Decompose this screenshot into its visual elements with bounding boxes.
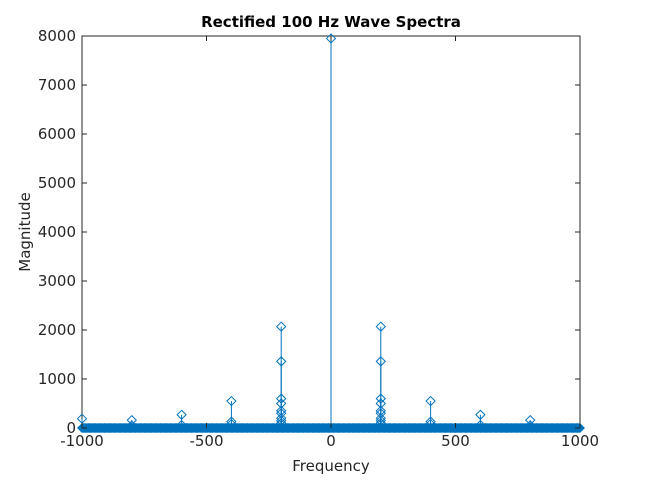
stem-marker (375, 417, 387, 429)
x-axis: -1000 -500 0 500 1000 (60, 36, 599, 450)
y-tick-label: 1000 (38, 370, 76, 388)
stem-marker (475, 409, 486, 420)
stem-marker (375, 356, 387, 367)
x-tick-label: 1000 (561, 432, 599, 450)
y-tick-label: 6000 (38, 125, 76, 143)
y-tick-label: 4000 (38, 223, 76, 241)
stem-marker (275, 356, 287, 367)
x-tick-label: -1000 (60, 432, 104, 450)
stem-marker (375, 321, 387, 332)
stem-marker (425, 395, 436, 407)
y-tick-label: 0 (66, 419, 76, 437)
y-axis: 0 1000 2000 3000 4000 5000 6000 7000 8000 (38, 27, 580, 437)
stem-series (76, 33, 585, 433)
stem-marker (226, 395, 237, 407)
stem-marker (573, 423, 584, 433)
stem-marker (126, 414, 138, 426)
stem-marker (275, 321, 287, 332)
stem-marker (226, 418, 237, 430)
y-tick-label: 2000 (38, 321, 76, 339)
stem-marker (571, 423, 582, 433)
stem-marker (375, 393, 387, 404)
stem-marker (325, 33, 337, 44)
stem-marker (524, 414, 536, 426)
stem-marker (524, 420, 536, 431)
y-tick-label: 8000 (38, 27, 76, 45)
chart-title: Rectified 100 Hz Wave Spectra (201, 13, 461, 31)
stem-marker (575, 423, 585, 433)
stem-marker (126, 420, 138, 431)
stem-marker (176, 409, 187, 420)
stem-marker (275, 408, 287, 419)
stem-marker (475, 419, 486, 431)
x-tick-label: -500 (189, 432, 223, 450)
stem-marker (176, 419, 187, 431)
stem-marker (425, 418, 436, 430)
y-tick-label: 7000 (38, 76, 76, 94)
x-tick-label: 0 (326, 432, 336, 450)
x-axis-label: Frequency (292, 457, 370, 475)
y-tick-label: 3000 (38, 272, 76, 290)
stem-marker (275, 398, 287, 409)
x-tick-label: 500 (441, 432, 470, 450)
stem-marker (275, 417, 287, 429)
stem-marker (375, 398, 387, 409)
stem-marker (275, 393, 287, 404)
y-tick-label: 5000 (38, 174, 76, 192)
stem-marker (375, 408, 387, 419)
y-axis-label: Magnitude (16, 192, 34, 271)
